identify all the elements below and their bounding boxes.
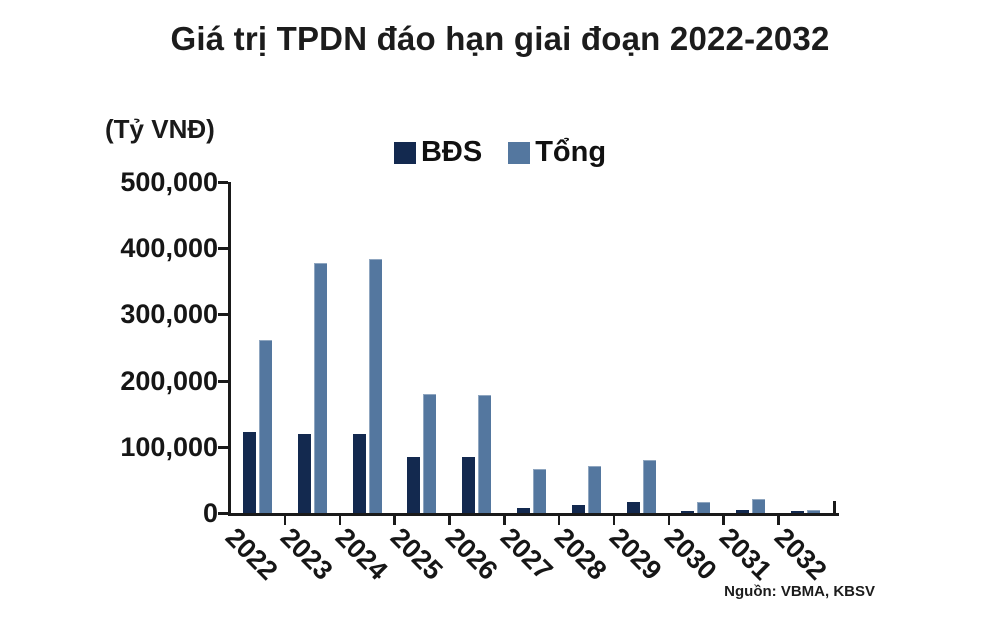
y-axis-tick-label: 500,000 [120, 167, 218, 197]
bar-bds-2031 [736, 509, 750, 513]
chart-title: Giá trị TPDN đáo hạn giai đoạn 2022-2032 [170, 20, 830, 57]
bar-bds-2028 [571, 505, 585, 513]
y-axis-tick [218, 313, 228, 317]
x-axis-tick [722, 516, 725, 525]
y-axis-line [228, 182, 231, 516]
bar-bds-2024 [352, 433, 366, 513]
y-axis-tick [218, 379, 228, 383]
y-axis-tick [218, 512, 228, 515]
x-axis-category-label: 2022 [220, 522, 284, 586]
bar-tong-2032 [807, 509, 821, 513]
legend-label-tong: Tổng [535, 136, 607, 168]
x-axis-category-label: 2032 [768, 522, 833, 586]
y-axis-tick [218, 247, 228, 251]
bar-tong-2027 [533, 468, 546, 513]
legend-label-bds: BĐS [420, 136, 483, 168]
y-axis-tick-label: 200,000 [120, 365, 218, 396]
y-axis-tick-label: 100,000 [120, 431, 218, 462]
x-axis-tick [393, 516, 396, 525]
bar-bds-2025 [407, 456, 421, 513]
x-axis-category-label: 2025 [384, 522, 449, 586]
x-axis-category-label: 2027 [494, 522, 558, 586]
y-axis-tick [218, 445, 228, 449]
legend-swatch-tong [508, 141, 531, 164]
bar-bds-2023 [297, 434, 311, 513]
bar-bds-2027 [517, 507, 530, 513]
x-axis-category-label: 2026 [439, 522, 504, 586]
bar-tong-2028 [587, 465, 601, 513]
bar-bds-2026 [462, 456, 476, 513]
y-axis-tick-label: 400,000 [120, 233, 218, 264]
y-axis-unit-label: (Tỷ VNĐ) [105, 114, 215, 144]
x-axis-tick [777, 516, 780, 525]
bar-tong-2031 [752, 499, 766, 513]
x-axis-line [228, 513, 839, 516]
bar-bds-2029 [626, 501, 640, 513]
x-axis-tick [448, 516, 451, 525]
x-axis-tick [612, 516, 616, 525]
bar-bds-2022 [242, 431, 256, 513]
legend: BĐS Tổng [0, 136, 1000, 169]
source-note: Nguồn: VBMA, KBSV [724, 583, 875, 600]
bar-tong-2024 [368, 259, 382, 513]
y-axis-tick-label: 0 [202, 498, 218, 528]
x-axis-tick [503, 516, 506, 525]
x-axis-category-label: 2030 [658, 522, 723, 586]
bar-bds-2030 [681, 511, 695, 513]
bar-tong-2026 [478, 394, 492, 513]
bar-tong-2030 [697, 502, 711, 513]
x-axis-category-label: 2031 [713, 522, 778, 586]
bar-bds-2032 [791, 511, 805, 513]
x-axis-category-label: 2028 [549, 522, 613, 586]
x-axis-tick [283, 516, 287, 525]
x-axis-tick [667, 516, 671, 525]
x-axis-category-label: 2024 [329, 522, 394, 586]
x-axis-tick [557, 516, 561, 525]
bar-tong-2022 [258, 339, 272, 513]
x-axis-tick [338, 516, 342, 525]
x-axis-category-label: 2029 [603, 522, 668, 586]
legend-item-tong: Tổng [508, 136, 606, 169]
bar-tong-2023 [313, 263, 327, 513]
legend-item-bds: BĐS [393, 136, 483, 169]
x-axis-endcap [833, 501, 836, 516]
bar-tong-2029 [642, 460, 656, 513]
legend-swatch-bds [393, 141, 416, 164]
x-axis-category-label: 2023 [275, 522, 339, 586]
bar-tong-2025 [423, 393, 437, 513]
y-axis-tick [218, 181, 228, 184]
y-axis-tick-label: 300,000 [120, 299, 218, 330]
